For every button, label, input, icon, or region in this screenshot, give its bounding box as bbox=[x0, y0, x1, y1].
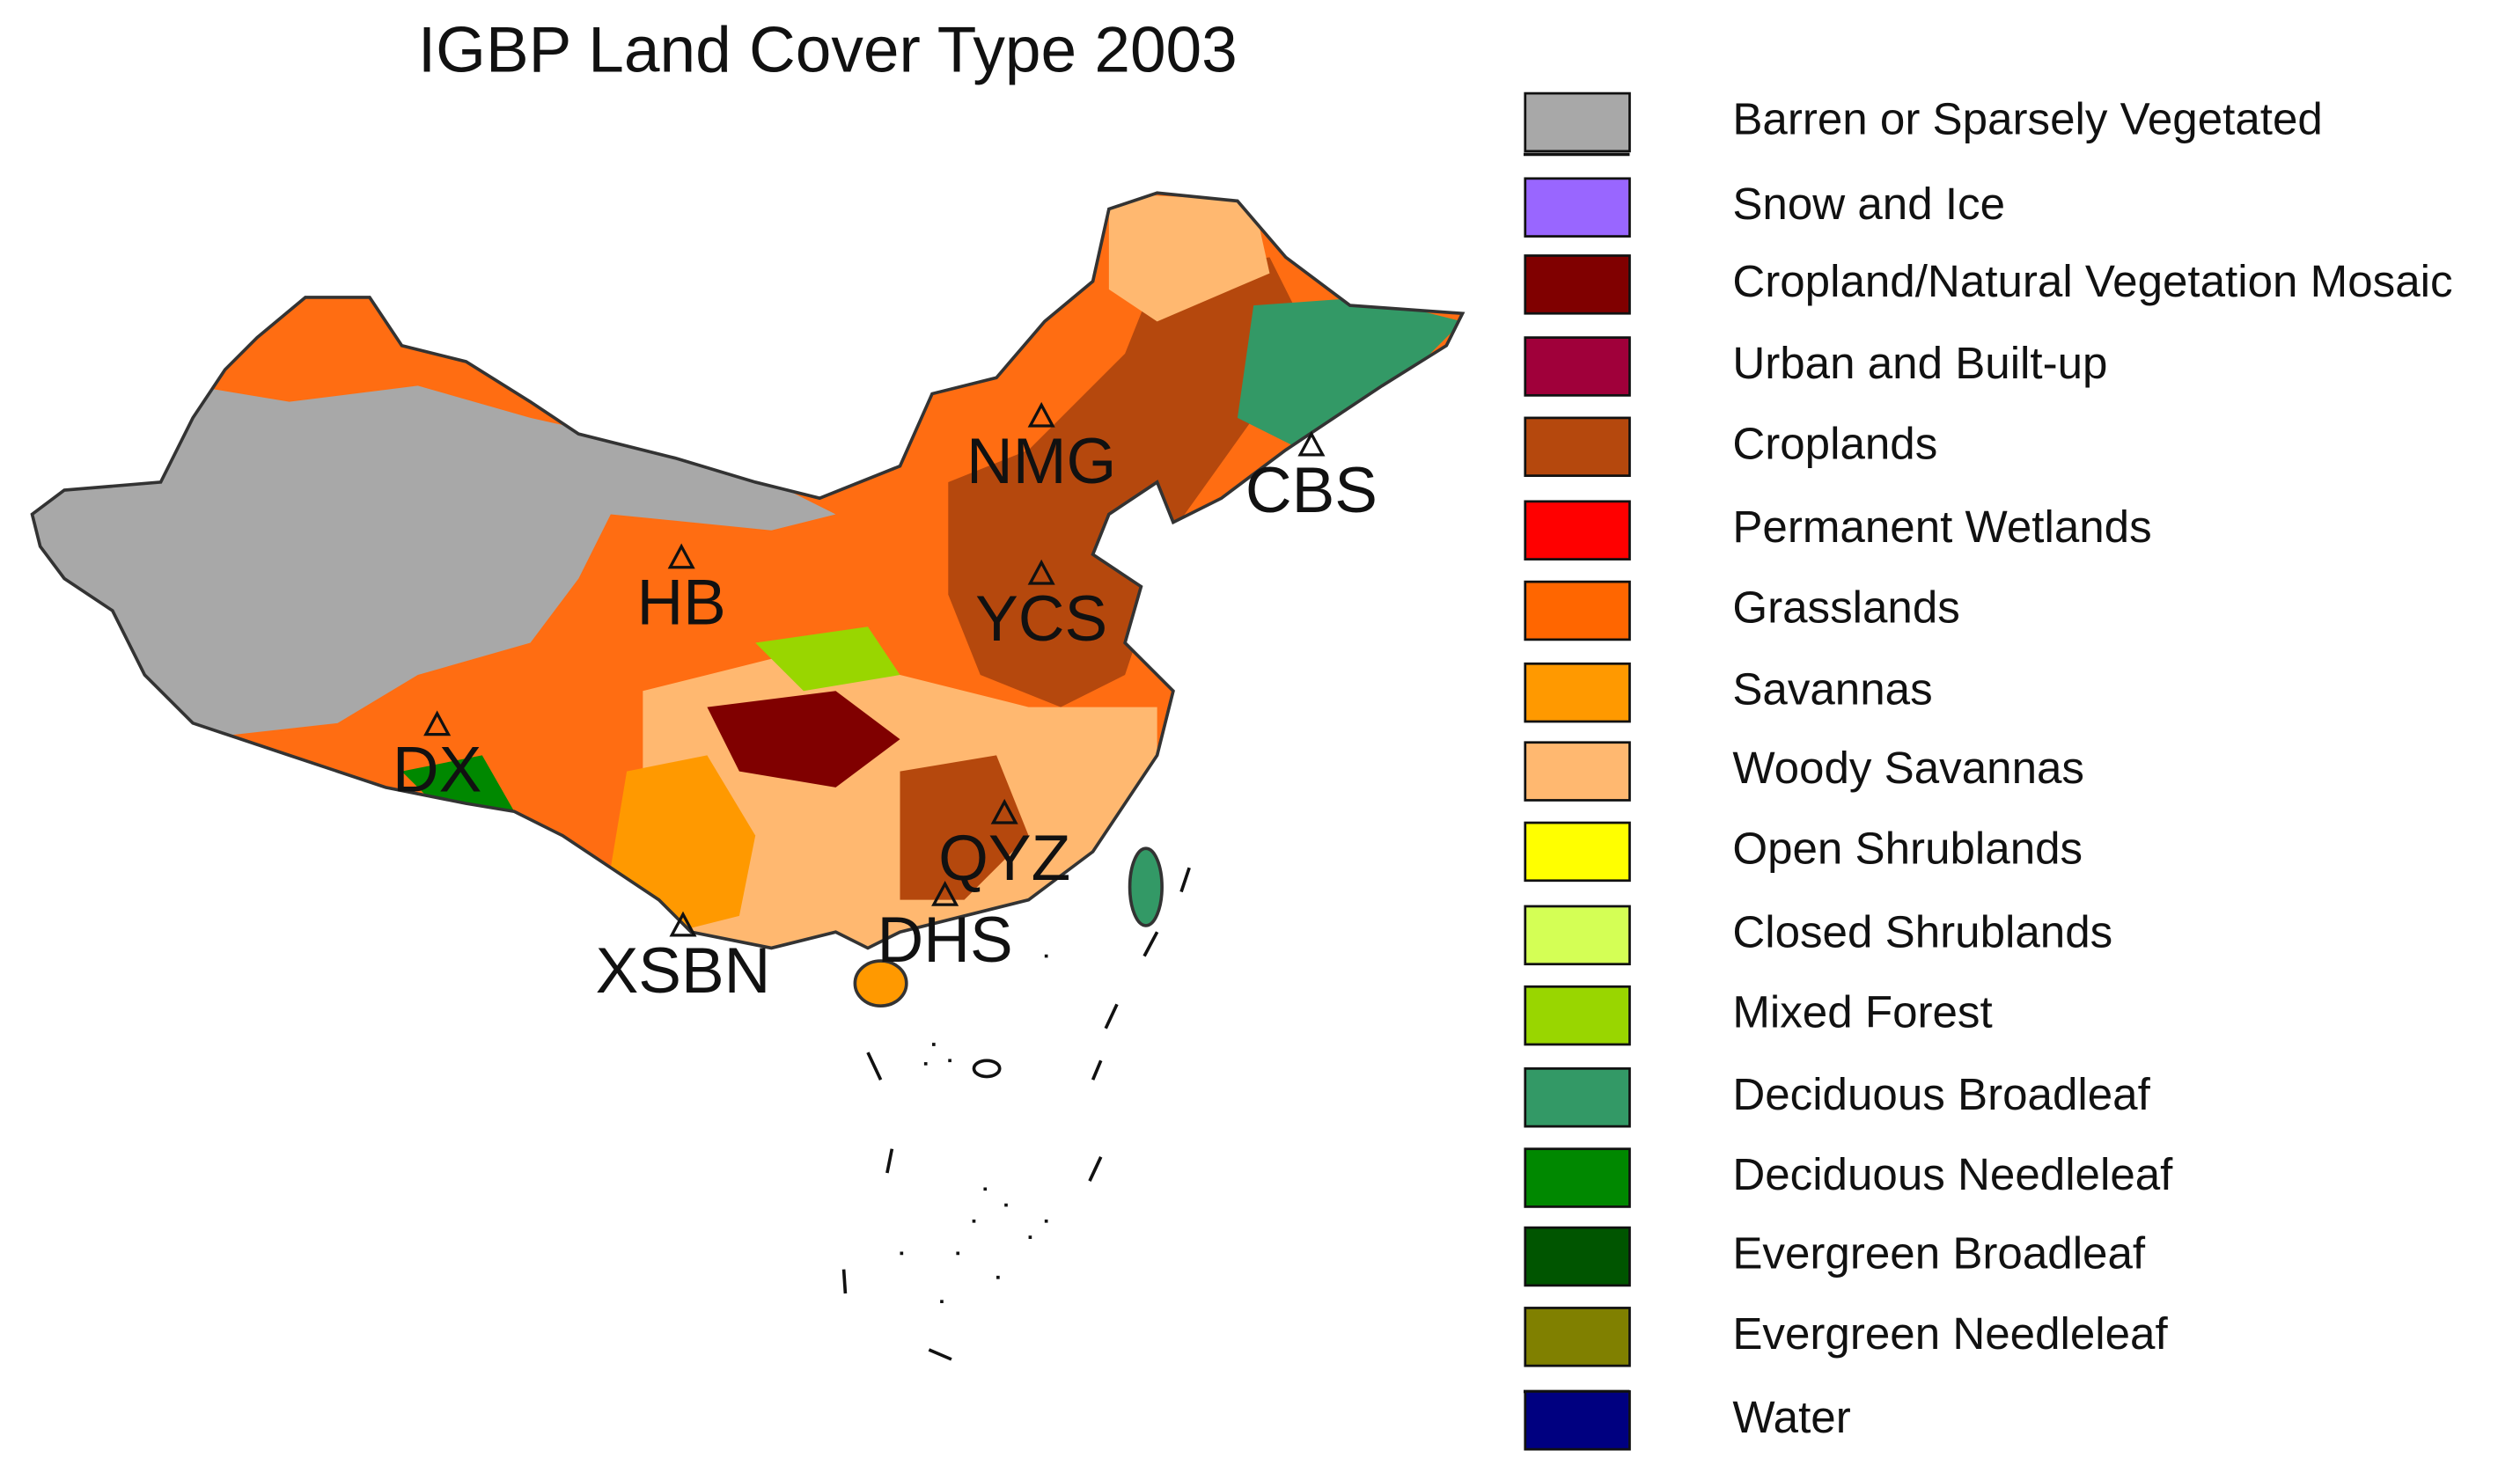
site-marker bbox=[1027, 559, 1055, 585]
legend-label: Grasslands bbox=[1732, 582, 1960, 633]
site-label: XSBN bbox=[596, 935, 771, 1007]
legend-label: Evergreen Broadleaf bbox=[1732, 1228, 2146, 1279]
land-cover-map bbox=[32, 193, 1463, 949]
legend-label: Croplands bbox=[1732, 418, 1937, 468]
legend-swatch bbox=[1524, 254, 1631, 315]
site-marker bbox=[667, 543, 695, 569]
legend-swatch bbox=[1524, 580, 1631, 641]
site-label: YCS bbox=[975, 583, 1107, 655]
site-marker bbox=[669, 911, 697, 937]
legend-label: Snow and Ice bbox=[1732, 179, 2005, 229]
legend-swatch bbox=[1524, 821, 1631, 883]
legend-label: Woody Savannas bbox=[1732, 743, 2084, 793]
legend-label: Cropland/Natural Vegetation Mosaic bbox=[1732, 256, 2452, 306]
site-label: QYZ bbox=[938, 823, 1070, 894]
legend-swatch bbox=[1524, 92, 1631, 153]
site-marker bbox=[931, 880, 959, 906]
site-label: HB bbox=[636, 568, 725, 639]
legend-label: Permanent Wetlands bbox=[1732, 502, 2151, 552]
legend: Barren or Sparsely Vegetated Snow and Ice… bbox=[1523, 92, 2453, 1451]
legend-swatch bbox=[1524, 905, 1631, 966]
legend-swatch bbox=[1524, 177, 1631, 238]
legend-label: Water bbox=[1732, 1392, 1850, 1442]
sea-islands bbox=[841, 867, 1191, 1361]
legend-swatch bbox=[1524, 1226, 1631, 1287]
site-label: DHS bbox=[878, 905, 1013, 976]
hainan-island bbox=[853, 959, 908, 1008]
legend-label: Savannas bbox=[1732, 664, 1932, 714]
legend-swatch bbox=[1524, 1307, 1631, 1367]
taiwan-island bbox=[1128, 846, 1164, 927]
site-marker bbox=[990, 798, 1018, 824]
legend-label: Deciduous Broadleaf bbox=[1732, 1069, 2150, 1119]
site-label: CBS bbox=[1245, 455, 1378, 526]
legend-label: Mixed Forest bbox=[1732, 987, 1992, 1037]
legend-label: Barren or Sparsely Vegetated bbox=[1732, 93, 2323, 143]
site-label: DX bbox=[393, 735, 481, 806]
legend-label: Deciduous Needleleaf bbox=[1732, 1149, 2173, 1199]
legend-swatch bbox=[1524, 662, 1631, 723]
legend-swatch bbox=[1524, 985, 1631, 1046]
legend-swatch bbox=[1524, 500, 1631, 560]
legend-swatch bbox=[1524, 1067, 1631, 1128]
site-marker bbox=[423, 710, 452, 736]
sites: NMG CBS HB YCS DX QYZ DHS XSBN bbox=[393, 401, 1378, 1007]
site-marker bbox=[1027, 401, 1055, 428]
legend-label: Closed Shrublands bbox=[1732, 906, 2112, 956]
legend-swatch bbox=[1524, 336, 1631, 397]
site-marker bbox=[1297, 430, 1326, 457]
map-title: IGBP Land Cover Type 2003 bbox=[418, 15, 1238, 86]
legend-label: Urban and Built-up bbox=[1732, 338, 2107, 388]
legend-swatch bbox=[1524, 741, 1631, 802]
legend-swatch bbox=[1524, 416, 1631, 478]
legend-swatch bbox=[1524, 1147, 1631, 1208]
site-label: NMG bbox=[966, 426, 1116, 497]
legend-swatch bbox=[1524, 1390, 1631, 1451]
legend-label: Open Shrublands bbox=[1732, 823, 2083, 873]
country-border bbox=[30, 191, 1466, 950]
legend-label: Evergreen Needleleaf bbox=[1732, 1308, 2168, 1359]
